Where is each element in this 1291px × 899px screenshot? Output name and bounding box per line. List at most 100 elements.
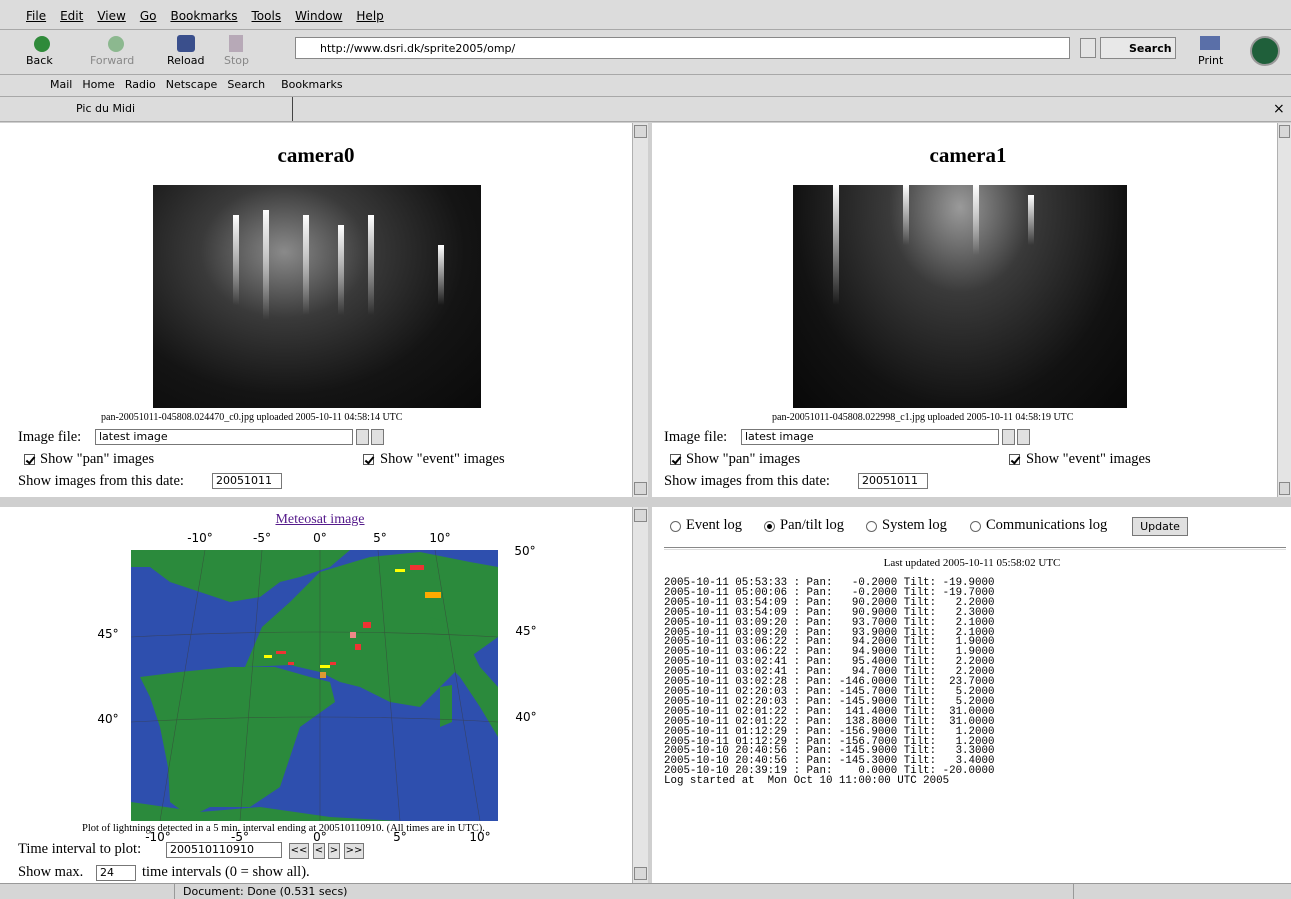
radio-label: Pan/tilt log	[780, 517, 845, 533]
bookmark-link[interactable]: Netscape	[165, 78, 218, 91]
lat-label: 45°	[97, 627, 118, 641]
search-button[interactable]: Search	[1100, 37, 1176, 59]
radio[interactable]	[670, 521, 681, 532]
log-line: 2005-10-11 03:02:28 : Pan: -146.0000 Til…	[664, 676, 995, 689]
graticule	[130, 549, 499, 822]
next-button[interactable]	[371, 429, 384, 445]
last-updated: Last updated 2005-10-11 05:58:02 UTC	[883, 557, 1061, 569]
prev-button[interactable]	[356, 429, 369, 445]
log-line: 2005-10-11 03:06:22 : Pan: 94.2000 Tilt:…	[664, 636, 995, 649]
map-frame: Meteosat image -10° -5° 0° 5° 10° 50° 45…	[0, 507, 632, 883]
date-label: Show images from this date:	[18, 473, 184, 489]
netscape-logo[interactable]	[1250, 36, 1280, 66]
nav-button[interactable]: >	[328, 843, 340, 859]
image-file-select[interactable]: latest image	[95, 429, 353, 445]
time-label: Time interval to plot:	[18, 841, 142, 857]
scrollbar[interactable]	[1277, 123, 1291, 497]
image-caption: pan-20051011-045808.022998_c1.jpg upload…	[772, 412, 1074, 423]
menu-item[interactable]: Help	[356, 9, 384, 23]
url-dropdown[interactable]	[1080, 38, 1096, 58]
log-line: 2005-10-11 02:20:03 : Pan: -145.7000 Til…	[664, 685, 995, 698]
nav-button[interactable]: <	[313, 843, 325, 859]
reload-button[interactable]: Reload	[167, 54, 205, 67]
log-line: 2005-10-11 02:20:03 : Pan: -145.9000 Til…	[664, 695, 995, 708]
date-value: 20051011	[216, 474, 272, 487]
lon-label: 10°	[429, 531, 450, 545]
checkbox[interactable]	[670, 454, 681, 465]
divider	[664, 547, 1286, 550]
log-line: 2005-10-11 03:54:09 : Pan: 90.2000 Tilt:…	[664, 596, 995, 609]
select-value: 200510110910	[170, 843, 254, 856]
image-file-select[interactable]: latest image	[741, 429, 999, 445]
next-button[interactable]	[1017, 429, 1030, 445]
map: -10° -5° 0° 5° 10° 50° 45° 40° 45° 40° -…	[97, 531, 536, 844]
select-value: latest image	[745, 430, 814, 443]
lon-label: -10°	[145, 830, 171, 844]
show-pan-label: Show "pan" images	[40, 451, 155, 467]
radio-label: System log	[882, 517, 947, 533]
menu-item[interactable]: Go	[139, 9, 157, 23]
back-button[interactable]: Back	[26, 54, 53, 67]
lat-label: 40°	[97, 712, 118, 726]
tab[interactable]: Pic du Midi	[40, 97, 293, 121]
scrollbar[interactable]	[632, 507, 648, 883]
menu-item[interactable]: Edit	[60, 9, 84, 23]
checkbox[interactable]	[1009, 454, 1020, 465]
show-max-input[interactable]: 24	[96, 865, 136, 881]
image-file-label: Image file:	[18, 429, 82, 445]
log-frame: Event log Pan/tilt log System log Commun…	[652, 507, 1291, 883]
date-input[interactable]: 20051011	[858, 473, 928, 489]
radio[interactable]	[866, 521, 877, 532]
lon-label: -5°	[231, 830, 249, 844]
land-corsica-sardinia	[440, 685, 452, 727]
checkbox[interactable]	[24, 454, 35, 465]
show-max-suffix: time intervals (0 = show all).	[142, 864, 310, 880]
bookmark-link[interactable]: Bookmarks	[281, 78, 343, 91]
tab-bar: Pic du Midi ×	[0, 97, 1291, 122]
show-event-label: Show "event" images	[380, 451, 505, 467]
bookmark-link[interactable]: Mail	[50, 78, 73, 91]
prev-button[interactable]	[1002, 429, 1015, 445]
meteosat-link[interactable]: Meteosat image	[0, 512, 632, 528]
land-france	[245, 552, 498, 707]
update-button[interactable]: Update	[1132, 517, 1188, 536]
time-select[interactable]: 200510110910	[166, 842, 282, 858]
scrollbar[interactable]	[632, 123, 648, 497]
url-field[interactable]: http://www.dsri.dk/sprite2005/omp/	[295, 37, 1070, 59]
lat-label: 50°	[514, 544, 535, 558]
map-caption: Plot of lightnings detected in a 5 min. …	[82, 823, 485, 834]
radio[interactable]	[764, 521, 775, 532]
lat-label: 45°	[515, 624, 536, 638]
log-line: 2005-10-11 05:00:06 : Pan: -0.2000 Tilt:…	[664, 586, 995, 599]
date-input[interactable]: 20051011	[212, 473, 282, 489]
log-line: 2005-10-11 03:09:20 : Pan: 93.7000 Tilt:…	[664, 616, 995, 629]
nav-button[interactable]: <<	[289, 843, 309, 859]
bookmark-link[interactable]: Home	[82, 78, 115, 91]
log-line: 2005-10-11 01:12:29 : Pan: -156.9000 Til…	[664, 725, 995, 738]
bookmark-link[interactable]: Radio	[124, 78, 156, 91]
log-line: 2005-10-11 01:12:29 : Pan: -156.7000 Til…	[664, 735, 995, 748]
forward-button[interactable]: Forward	[90, 54, 135, 67]
print-button[interactable]: Print	[1198, 54, 1224, 67]
url-text: http://www.dsri.dk/sprite2005/omp/	[320, 42, 516, 55]
radio[interactable]	[970, 521, 981, 532]
reload-icon	[177, 35, 195, 52]
print-icon	[1200, 36, 1220, 50]
forward-icon	[108, 36, 124, 52]
tab-close[interactable]: ×	[1273, 101, 1285, 117]
camera-frame: camera0 pan-20051011-045808.024470_c0.jp…	[0, 123, 632, 497]
menu-item[interactable]: File	[26, 9, 47, 23]
date-value: 20051011	[862, 474, 918, 487]
camera-image	[793, 185, 1127, 408]
checkbox[interactable]	[363, 454, 374, 465]
stop-button[interactable]: Stop	[224, 54, 250, 67]
menu-item[interactable]: Tools	[251, 9, 282, 23]
menu-item[interactable]: Bookmarks	[170, 9, 238, 23]
menu-item[interactable]: View	[97, 9, 126, 23]
bookmark-link[interactable]: Search	[227, 78, 266, 91]
menu-item[interactable]: Window	[295, 9, 343, 23]
personal-toolbar: Mail Home Radio Netscape Search Bookmarks	[0, 75, 1291, 97]
nav-button[interactable]: >>	[344, 843, 364, 859]
